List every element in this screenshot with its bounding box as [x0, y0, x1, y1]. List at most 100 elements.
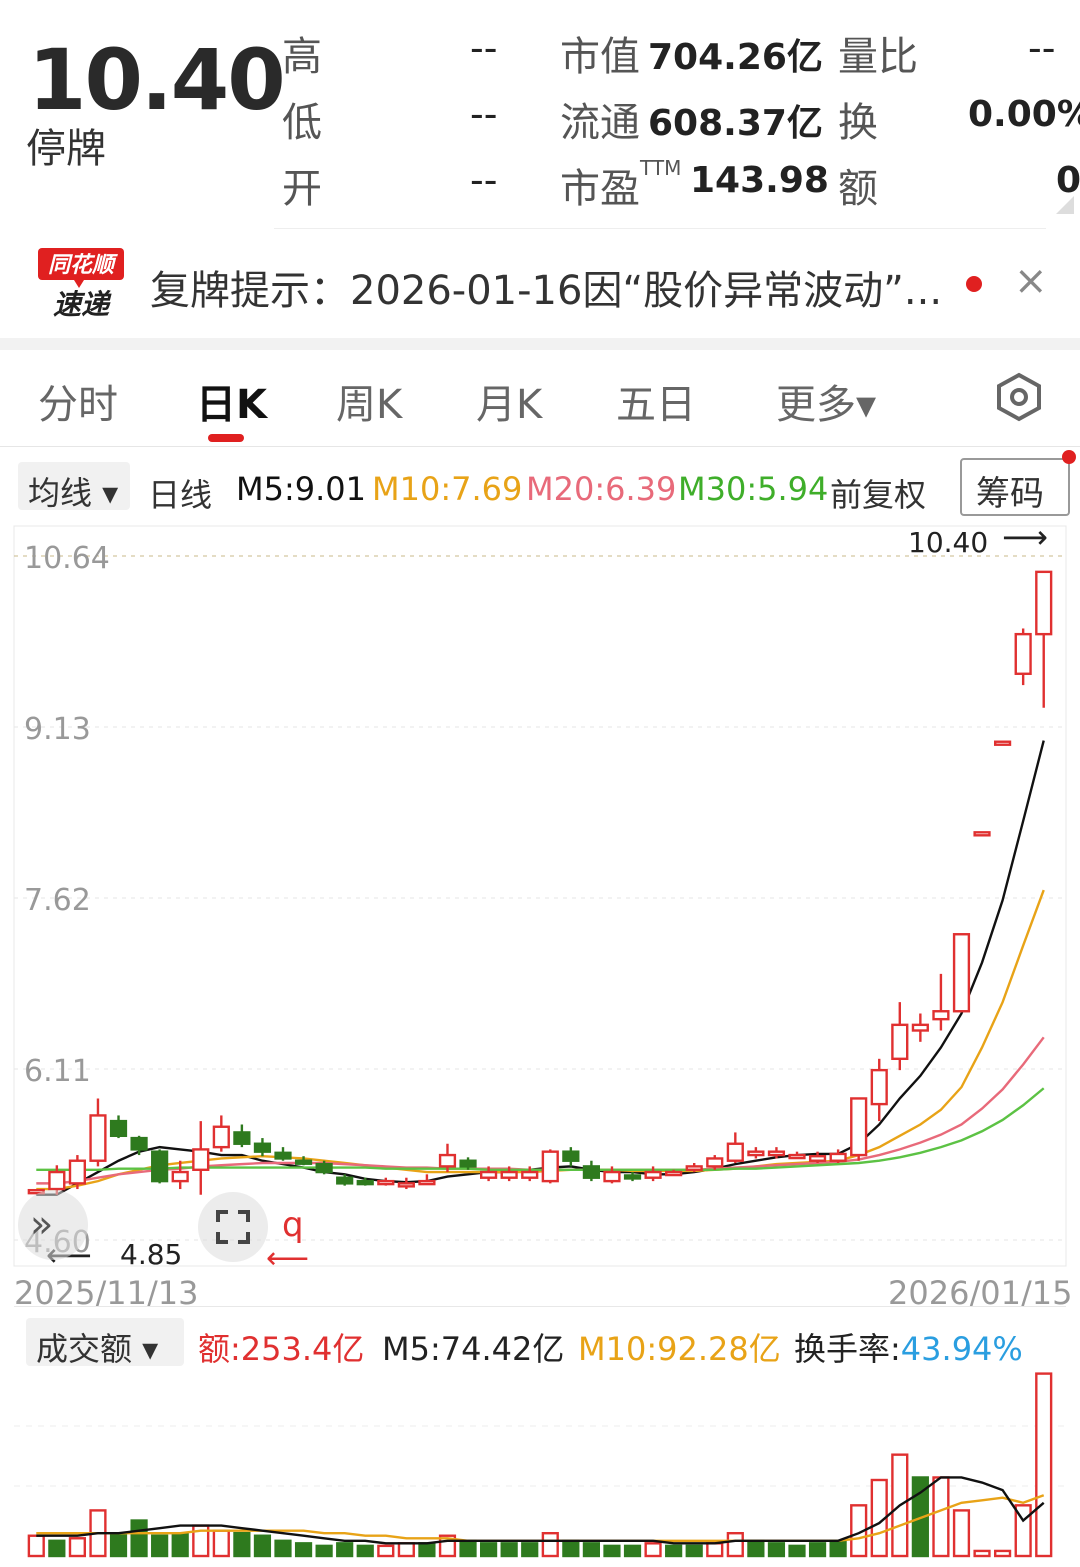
- close-icon[interactable]: ×: [1014, 258, 1048, 304]
- volume-ratio-label: 量比: [838, 34, 918, 80]
- volume-bar: [1035, 1372, 1053, 1558]
- high-label: 高: [282, 34, 322, 80]
- y-tick-label: 7.62: [24, 883, 91, 918]
- low-value: --: [470, 92, 498, 136]
- candle-body: [767, 1150, 786, 1157]
- volume-bar: [582, 1542, 601, 1558]
- volume-bar: [294, 1542, 313, 1558]
- volume-bar: [151, 1534, 169, 1558]
- candle-body: [1014, 632, 1032, 675]
- volume-select-label[interactable]: 成交额 ▾: [36, 1330, 159, 1368]
- market-cap-value: 704.26亿: [648, 37, 823, 78]
- volume-bar: [993, 1549, 1012, 1558]
- volume-bar: [274, 1539, 292, 1558]
- candle-body: [521, 1170, 539, 1179]
- volume-ma5-line: [36, 1476, 1045, 1545]
- volume-divider: [14, 1306, 1066, 1307]
- collapse-button[interactable]: [18, 1190, 88, 1260]
- settings-hexagon-icon[interactable]: [994, 372, 1044, 422]
- volume-indicator-select[interactable]: [26, 1318, 184, 1366]
- ma-line-m30: [36, 1087, 1045, 1171]
- candle-body: [274, 1151, 292, 1160]
- candle-body: [706, 1157, 724, 1168]
- volume-bar: [315, 1544, 333, 1558]
- candlestick-chart[interactable]: 10.649.137.626.114.60 10.40 ⟶ 4.85 ⟵ q ⟵: [0, 520, 1080, 1270]
- candle-body: [68, 1159, 87, 1185]
- open-value: --: [470, 158, 498, 202]
- double-chevron-icon[interactable]: »: [30, 1202, 54, 1246]
- candle-body: [89, 1114, 107, 1162]
- volume-bar: [747, 1539, 765, 1558]
- volume-bar: [500, 1542, 518, 1558]
- candle-body: [993, 740, 1012, 746]
- pe-value: 143.98: [690, 160, 829, 201]
- tab-five-day[interactable]: 五日: [616, 382, 696, 428]
- candle-body: [130, 1136, 148, 1151]
- candle-body: [109, 1119, 128, 1138]
- turnover-label: 换: [838, 100, 878, 146]
- chip-distribution-button[interactable]: [960, 458, 1070, 516]
- volume-bar: [479, 1542, 498, 1558]
- volume-bar: [377, 1544, 395, 1558]
- candle-body: [850, 1097, 868, 1157]
- candle-body: [932, 1010, 950, 1021]
- period-label: 日线: [148, 476, 213, 514]
- candle-body: [829, 1152, 847, 1162]
- volume-bar: [973, 1549, 991, 1558]
- logo-top-text: 同花顺: [48, 253, 118, 278]
- candle-body: [438, 1153, 457, 1168]
- turnover-value: 0.00%: [968, 94, 1080, 135]
- volume-bar: [68, 1537, 87, 1558]
- tab-intraday[interactable]: 分时: [38, 382, 118, 428]
- fullscreen-button[interactable]: [198, 1192, 268, 1262]
- adjust-mode[interactable]: 前复权: [830, 476, 927, 514]
- candle-body: [294, 1159, 313, 1165]
- trading-status: 停牌: [26, 126, 106, 172]
- tab-weekly-k[interactable]: 周K: [336, 382, 403, 428]
- candle-body: [644, 1170, 662, 1179]
- amount-value: 0: [1056, 160, 1080, 201]
- tab-more[interactable]: 更多▾: [776, 382, 877, 428]
- q-marker: q: [282, 1205, 304, 1245]
- volume-bar: [27, 1534, 45, 1558]
- volume-bar: [109, 1531, 128, 1558]
- volume-bar: [459, 1539, 477, 1558]
- candle-body: [747, 1150, 765, 1157]
- news-headline[interactable]: 复牌提示：2026-01-16因“股价异常波动”...: [150, 268, 943, 314]
- volume-ratio-value: --: [1028, 26, 1056, 70]
- y-tick-label: 9.13: [24, 712, 91, 747]
- date-end: 2026/01/15: [888, 1274, 1073, 1312]
- volume-bar: [233, 1531, 251, 1558]
- candle-body: [233, 1131, 251, 1145]
- volume-chart[interactable]: [0, 1366, 1080, 1566]
- tab-daily-k[interactable]: 日K: [196, 382, 267, 428]
- volume-bar: [171, 1531, 189, 1558]
- candle-body: [788, 1153, 806, 1160]
- tab-divider: [0, 446, 1080, 447]
- candle-body: [623, 1174, 642, 1180]
- indicator-select-label[interactable]: 均线 ▾: [28, 474, 119, 512]
- amount-label: 额: [838, 166, 878, 212]
- volume-bar: [767, 1542, 786, 1558]
- volume-bar: [603, 1544, 621, 1558]
- turnover-rate: 换手率:43.94%: [794, 1330, 1023, 1368]
- indicator-select[interactable]: [18, 462, 130, 510]
- candle-body: [397, 1182, 415, 1188]
- date-start: 2025/11/13: [14, 1274, 199, 1312]
- volume-bar: [829, 1539, 847, 1558]
- y-tick-label: 10.64: [24, 541, 110, 576]
- active-tab-indicator: [208, 434, 244, 442]
- candle-body: [665, 1170, 683, 1177]
- ma5-label: M5:9.01: [236, 470, 366, 508]
- section-separator: [0, 338, 1080, 350]
- candle-body: [500, 1170, 518, 1179]
- volume-ma10: M10:92.28亿: [578, 1330, 781, 1368]
- expand-corner-icon[interactable]: [1056, 196, 1074, 214]
- chip-button-label[interactable]: 筹码: [976, 474, 1044, 514]
- volume-bar: [644, 1542, 662, 1558]
- pe-label: 市盈TTM: [560, 156, 682, 212]
- fullscreen-icon[interactable]: [214, 1208, 252, 1246]
- tab-monthly-k[interactable]: 月K: [476, 382, 543, 428]
- volume-bar: [253, 1534, 272, 1558]
- volume-bar: [726, 1531, 744, 1558]
